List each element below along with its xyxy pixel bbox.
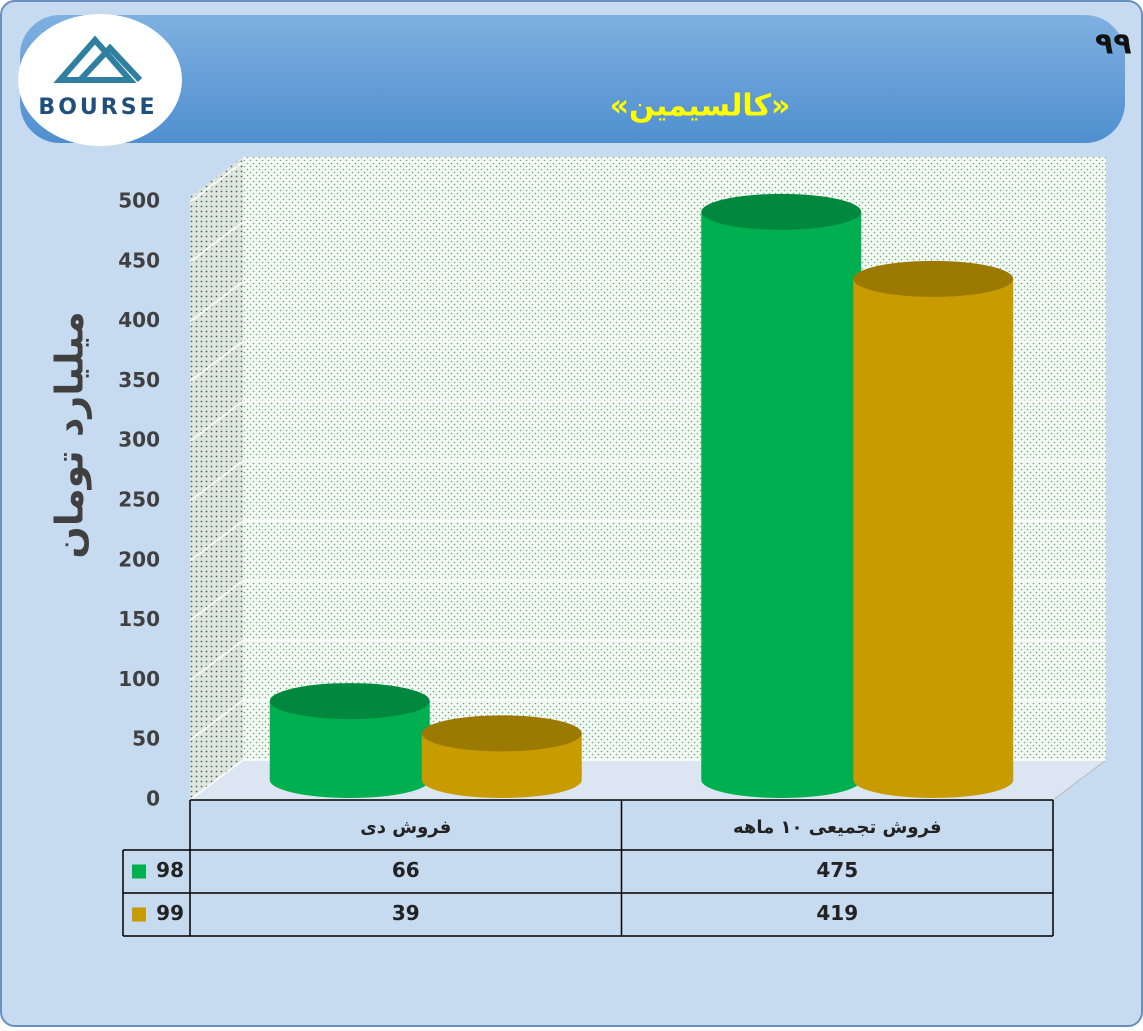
bar [701, 193, 862, 798]
y-tick-label: 450 [118, 248, 160, 272]
grid-line-side [189, 340, 244, 382]
grid-line-side [189, 759, 244, 801]
table-value: 419 [816, 901, 858, 925]
y-tick-label: 400 [118, 308, 160, 332]
y-tick-label: 500 [118, 189, 160, 213]
y-tick-label: 50 [132, 727, 160, 751]
grid-line-side [189, 221, 244, 263]
y-tick-label: 0 [146, 787, 160, 811]
bar-top [269, 683, 430, 720]
side-wall [190, 157, 243, 800]
grid-line-side [189, 460, 244, 502]
y-tick-label: 200 [118, 547, 160, 571]
grid-line-side [189, 520, 244, 562]
bar [269, 683, 430, 798]
y-tick-label: 350 [118, 368, 160, 392]
bar [853, 260, 1014, 799]
bar-body [269, 701, 430, 798]
category-label: فروش دی [360, 817, 451, 838]
grid-line-side [189, 580, 244, 622]
legend-label: 99 [156, 901, 184, 925]
bar [421, 715, 582, 798]
bar-top [701, 193, 862, 230]
y-tick-label: 150 [118, 607, 160, 631]
y-tick-label: 300 [118, 428, 160, 452]
chart-title: گزارش فروش ریالی ماهانه و ۱۰ ماهه منتهی … [1095, 26, 1143, 62]
logo-icon [53, 35, 143, 83]
table-value: 475 [816, 858, 858, 882]
header-banner [20, 15, 1125, 143]
grid-line-side [189, 639, 244, 681]
y-axis-label: میلیارد تومان [48, 311, 92, 558]
category-label: فروش تجمیعی ۱۰ ماهه [733, 817, 942, 838]
grid-line-side [189, 161, 244, 203]
table-value: 66 [392, 858, 420, 882]
y-tick-label: 250 [118, 488, 160, 512]
grid-line-side [189, 281, 244, 323]
legend-label: 98 [156, 858, 184, 882]
logo-text: BOURSE [38, 95, 157, 120]
table-value: 39 [392, 901, 420, 925]
bar-top [853, 260, 1014, 297]
grid-line-side [189, 400, 244, 442]
grid-line-side [189, 699, 244, 741]
legend-swatch [132, 907, 146, 922]
bar-top [421, 715, 582, 752]
bar-body [701, 211, 862, 798]
legend-swatch [132, 864, 146, 879]
bar-body [853, 278, 1014, 799]
chart-subtitle: «کالسیمین» [610, 89, 791, 124]
y-tick-label: 100 [118, 667, 160, 691]
bar-body [421, 733, 582, 798]
